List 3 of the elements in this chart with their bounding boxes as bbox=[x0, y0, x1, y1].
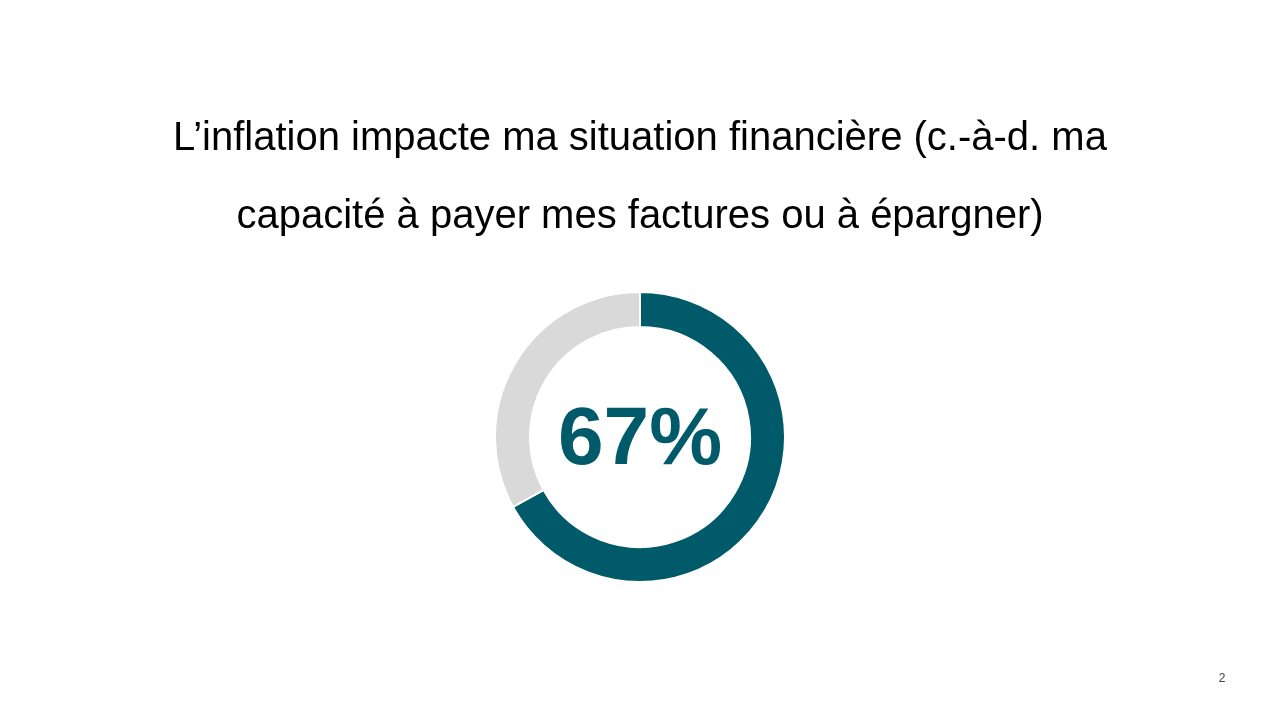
text: 2 bbox=[1218, 671, 1226, 685]
chart-title: L’inflation impacte ma situation financière (c.-à-d. ma capacité à payer mes factures ou à épargner) bbox=[173, 114, 1108, 236]
data-label: 67% bbox=[557, 390, 723, 481]
